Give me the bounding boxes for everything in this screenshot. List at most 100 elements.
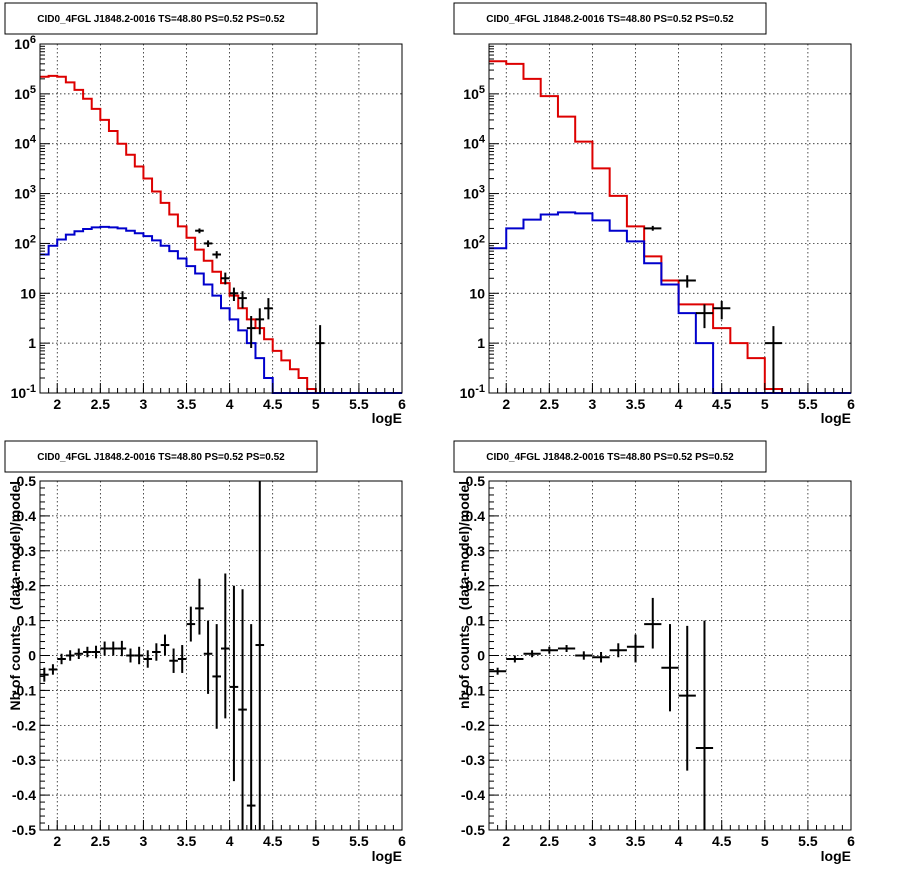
y-tick-label: 0.5	[466, 473, 486, 489]
y-tick-label: -0.3	[461, 752, 485, 768]
y-tick-label: 10	[20, 285, 36, 301]
tick-exponent: 3	[479, 184, 485, 196]
y-tick-label: -0.4	[12, 787, 36, 803]
x-tick-label: 4.5	[263, 396, 283, 412]
x-tick-label: 4.5	[712, 833, 732, 849]
data-points-layer	[40, 481, 265, 830]
y-tick-label: 103	[463, 184, 485, 202]
y-tick-label: 104	[463, 134, 486, 152]
y-tick-label: 0.5	[17, 473, 37, 489]
y-axis-title: (data-model)/model	[456, 481, 472, 610]
x-tick-label: 3	[140, 396, 148, 412]
y-tick-label: 106	[14, 34, 36, 52]
y-tick-label: -0.1	[461, 682, 485, 698]
x-axis-ticks: 2 2.5 3 3.5 4 4.5 5 5.5 6	[488, 820, 855, 849]
y-tick-label: 1	[477, 335, 485, 351]
x-tick-label: 5	[312, 833, 320, 849]
x-tick-label: 4.5	[263, 833, 283, 849]
residuals-coarse-panel: CID0_4FGL J1848.2-0016 TS=48.80 PS=0.52 …	[453, 440, 855, 864]
y-tick-label: 0	[28, 648, 36, 664]
y-tick-label: 0.4	[17, 508, 37, 524]
x-tick-label: 3	[589, 833, 597, 849]
counts-fine-panel: CID0_4FGL J1848.2-0016 TS=48.80 PS=0.52 …	[4, 2, 406, 711]
y-tick-label: 10-1	[460, 383, 485, 401]
tick-exponent: 5	[30, 84, 36, 96]
panel-title: CID0_4FGL J1848.2-0016 TS=48.80 PS=0.52 …	[37, 452, 285, 463]
x-tick-label: 3.5	[626, 833, 646, 849]
x-tick-label: 3.5	[177, 833, 197, 849]
x-tick-label: 2	[502, 833, 510, 849]
x-tick-label: 2	[53, 833, 61, 849]
x-tick-label: 6	[398, 833, 406, 849]
tick-exponent: 4	[30, 134, 37, 146]
y-tick-label: 0.2	[466, 578, 486, 594]
y-tick-label: 0.3	[466, 543, 486, 559]
y-tick-label: 105	[463, 84, 485, 102]
panel-title: CID0_4FGL J1848.2-0016 TS=48.80 PS=0.52 …	[486, 452, 734, 463]
y-axis-ticks: -0.5 -0.4 -0.3 -0.2 -0.1 0 0.1 0.2 0.3 0.4 0.5	[461, 473, 499, 838]
y-tick-label: -0.3	[12, 752, 36, 768]
panel-title-box	[453, 440, 767, 473]
model-histogram	[40, 74, 402, 394]
background-histogram	[40, 225, 402, 394]
x-tick-label: 5	[312, 396, 320, 412]
y-tick-label: 10-1	[11, 383, 36, 401]
x-axis-ticks: 2 2.5 3 3.5 4 4.5 5 5.5 6	[39, 383, 406, 412]
x-tick-label: 3.5	[177, 396, 197, 412]
tick-exponent: -1	[26, 383, 36, 395]
x-tick-label: 6	[847, 833, 855, 849]
y-tick-label: -0.2	[461, 717, 485, 733]
panel-title-box	[453, 2, 767, 35]
tick-exponent: 2	[30, 233, 36, 245]
x-tick-label: 2.5	[91, 396, 111, 412]
panel-title-box	[4, 440, 318, 473]
x-axis-title: logE	[372, 848, 402, 864]
x-tick-label: 4	[226, 833, 234, 849]
tick-exponent: 4	[479, 134, 486, 146]
y-axis-title: nb of counts	[456, 625, 472, 709]
x-tick-label: 2	[53, 396, 61, 412]
series-layer	[40, 74, 402, 394]
x-tick-label: 5	[761, 396, 769, 412]
background-histogram	[489, 211, 851, 394]
y-tick-label: 10	[469, 285, 485, 301]
x-tick-label: 2.5	[91, 833, 111, 849]
y-axis-title: Nb of counts	[7, 625, 23, 711]
x-tick-label: 5.5	[349, 396, 369, 412]
x-tick-label: 4	[675, 396, 683, 412]
residuals-fine-panel: CID0_4FGL J1848.2-0016 TS=48.80 PS=0.52 …	[4, 440, 406, 864]
y-tick-label: 0.2	[17, 578, 37, 594]
x-axis-title: logE	[821, 410, 851, 426]
x-tick-label: 4.5	[712, 396, 732, 412]
plot-frame	[39, 43, 403, 394]
y-tick-label: 0.1	[17, 613, 37, 629]
x-tick-label: 2	[502, 396, 510, 412]
y-axis-ticks: 10-1 1 10 102 103 104 105	[460, 45, 499, 401]
data-points-layer	[489, 597, 714, 830]
x-tick-label: 5.5	[798, 396, 818, 412]
x-tick-label: 6	[398, 396, 406, 412]
y-tick-label: -0.1	[12, 682, 36, 698]
x-tick-label: 6	[847, 396, 855, 412]
x-tick-label: 5.5	[349, 833, 369, 849]
y-tick-label: 0.4	[466, 508, 486, 524]
y-tick-label: -0.5	[461, 822, 485, 838]
x-tick-label: 2.5	[540, 833, 560, 849]
y-tick-label: 102	[463, 233, 485, 251]
y-tick-label: 0.3	[17, 543, 37, 559]
x-tick-label: 3	[140, 833, 148, 849]
x-axis-ticks: 2 2.5 3 3.5 4 4.5 5 5.5 6	[488, 383, 855, 412]
y-tick-label: 0.1	[466, 613, 486, 629]
y-axis-ticks: 10-1 1 10 102 103 104 105 106	[11, 34, 50, 401]
grid	[489, 44, 851, 393]
x-tick-label: 4	[226, 396, 234, 412]
x-axis-title: logE	[372, 410, 402, 426]
x-tick-label: 5	[761, 833, 769, 849]
y-tick-label: -0.4	[461, 787, 485, 803]
y-tick-label: 1	[28, 335, 36, 351]
x-axis-ticks: 2 2.5 3 3.5 4 4.5 5 5.5 6	[39, 820, 406, 849]
y-tick-label: -0.2	[12, 717, 36, 733]
data-points-layer	[195, 228, 325, 393]
tick-exponent: 2	[479, 233, 485, 245]
